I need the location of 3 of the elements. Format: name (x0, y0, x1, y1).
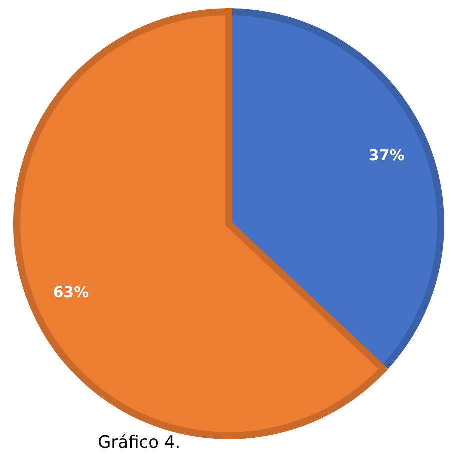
data-label: 63% (53, 283, 90, 302)
data-label: 37% (368, 146, 405, 165)
text: Gráfico 4. (98, 433, 181, 453)
